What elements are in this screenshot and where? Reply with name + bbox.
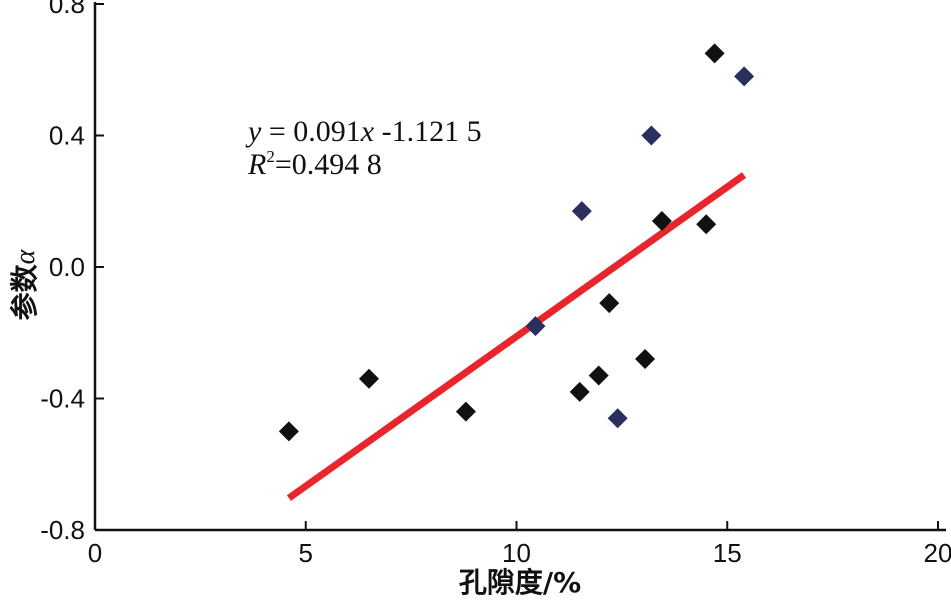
axes: [93, 2, 946, 532]
eq-slope: = 0.091: [261, 115, 360, 148]
y-tick-label: -0.8: [40, 515, 85, 545]
r-squared: R2=0.494 8: [247, 147, 382, 181]
y-axis-title-symbol: α: [10, 248, 41, 264]
regression-equation: y = 0.091x -1.121 5: [245, 115, 482, 148]
x-tick-label: 0: [88, 538, 102, 568]
eq-x-symbol: x: [360, 115, 375, 148]
data-point-blue: [525, 316, 546, 337]
data-points: [278, 43, 755, 442]
y-tick-label: 0.0: [49, 252, 85, 282]
data-point-blue: [734, 66, 755, 87]
x-axis-title: 孔隙度/%: [459, 566, 581, 599]
data-point-blue: [641, 125, 662, 146]
x-tick-label: 5: [299, 538, 313, 568]
y-ticks: -0.8 -0.4 0.0 0.4 0.8: [40, 0, 104, 545]
r-superscript: 2: [266, 147, 275, 166]
eq-y-symbol: y: [245, 115, 262, 148]
data-point-black: [651, 210, 672, 231]
data-point-blue: [607, 408, 628, 429]
x-ticks: 0 5 10 15 20: [88, 521, 951, 568]
x-tick-label: 20: [924, 538, 951, 568]
x-tick-label: 10: [502, 538, 531, 568]
r-value: =0.494 8: [275, 148, 382, 181]
data-point-black: [455, 401, 476, 422]
x-tick-label: 15: [713, 538, 742, 568]
data-point-black: [588, 365, 609, 386]
r-symbol: R: [247, 148, 266, 181]
eq-intercept: -1.121 5: [374, 115, 482, 148]
fit-line: [286, 172, 747, 501]
data-point-black: [569, 381, 590, 402]
fit-line-group: [286, 172, 747, 501]
data-point-black: [358, 368, 379, 389]
y-axis-title-main: 参数: [8, 263, 41, 320]
y-tick-label: -0.4: [40, 384, 85, 414]
data-point-black: [599, 293, 620, 314]
y-axis-title: 参数α: [8, 248, 41, 320]
data-point-black: [635, 349, 656, 370]
y-tick-label: 0.4: [49, 121, 85, 151]
data-point-black: [278, 421, 299, 442]
data-point-black: [704, 43, 725, 64]
data-point-blue: [571, 201, 592, 222]
y-tick-label: 0.8: [49, 0, 85, 19]
data-point-black: [696, 214, 717, 235]
